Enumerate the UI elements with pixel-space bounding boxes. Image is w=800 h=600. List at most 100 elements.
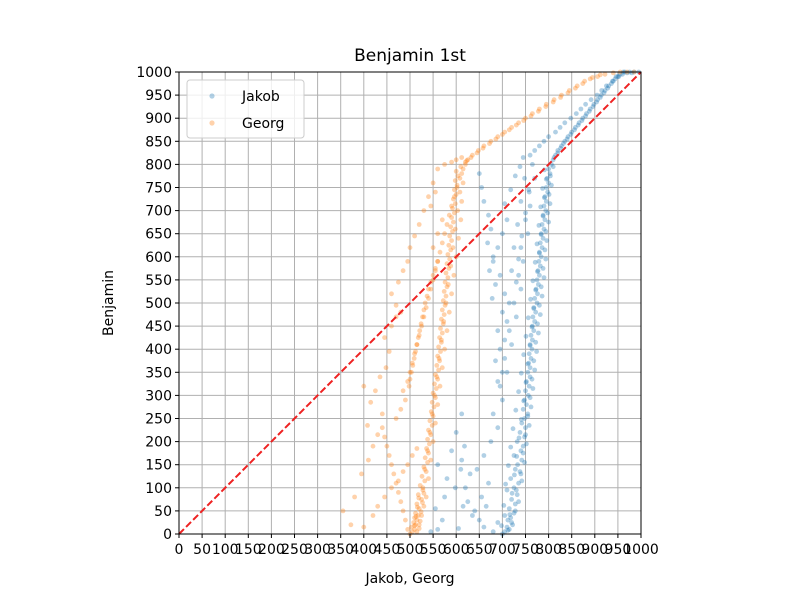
georg-point (543, 101, 549, 107)
georg-point (366, 457, 371, 463)
georg-point (597, 72, 603, 78)
georg-point (442, 279, 448, 285)
georg-point (361, 383, 367, 389)
georg-point (573, 85, 578, 91)
jakob-point (509, 342, 514, 347)
jakob-point (518, 448, 524, 454)
georg-point (427, 441, 432, 447)
jakob-point (543, 176, 549, 182)
jakob-point (527, 343, 533, 348)
georg-point (409, 453, 415, 458)
jakob-point (568, 132, 574, 137)
georg-point (396, 490, 401, 495)
jakob-point (529, 376, 535, 382)
georg-point (453, 157, 459, 163)
jakob-point (501, 503, 507, 508)
y-tick-label: 100 (145, 481, 172, 497)
jakob-point (449, 448, 454, 454)
georg-point (419, 513, 424, 518)
georg-point (442, 302, 448, 308)
jakob-point (532, 296, 538, 301)
jakob-point (509, 268, 514, 274)
jakob-point (612, 76, 618, 82)
jakob-point (512, 173, 518, 179)
georg-point (433, 189, 438, 195)
jakob-point (579, 118, 585, 123)
jakob-point (459, 411, 465, 417)
jakob-point (511, 510, 517, 516)
jakob-point (474, 466, 480, 472)
georg-point (416, 506, 422, 511)
georg-point (412, 527, 417, 532)
georg-point (419, 473, 425, 479)
jakob-point (499, 523, 504, 529)
georg-point (488, 138, 494, 144)
georg-point (389, 462, 394, 468)
jakob-point (545, 189, 551, 195)
georg-point (452, 187, 457, 193)
jakob-point (472, 508, 478, 514)
jakob-point (528, 356, 534, 361)
georg-point (421, 307, 427, 313)
georg-point (437, 249, 443, 255)
jakob-point (533, 339, 539, 345)
georg-point (428, 286, 434, 292)
jakob-point (531, 328, 537, 334)
jakob-point (524, 379, 529, 384)
jakob-point (530, 162, 535, 167)
georg-point (433, 395, 438, 401)
jakob-point (502, 529, 508, 535)
jakob-point (506, 328, 512, 334)
jakob-point (524, 402, 529, 407)
jakob-point (523, 388, 528, 394)
georg-point (418, 321, 424, 327)
georg-point (453, 168, 459, 174)
georg-point (448, 247, 454, 253)
georg-point (430, 180, 436, 186)
legend-box (186, 79, 305, 139)
jakob-point (489, 296, 495, 301)
jakob-point (537, 263, 543, 269)
x-tick-label: 850 (558, 542, 585, 558)
jakob-point (605, 85, 611, 91)
jakob-point (535, 291, 540, 297)
jakob-point (502, 356, 508, 361)
georg-point (463, 159, 468, 165)
legend-label-georg: Georg (242, 116, 284, 132)
x-tick-label: 750 (512, 542, 539, 558)
jakob-point (527, 152, 533, 158)
jakob-point (575, 122, 581, 128)
jakob-point (578, 106, 584, 112)
x-tick-label: 800 (535, 542, 562, 558)
georg-point (365, 423, 370, 428)
georg-point (587, 76, 593, 82)
y-tick-label: 950 (145, 88, 172, 104)
georg-point (451, 272, 457, 278)
jakob-point (490, 411, 496, 417)
jakob-point (490, 259, 496, 264)
jakob-point (511, 245, 517, 251)
y-tick-label: 150 (145, 458, 172, 474)
jakob-point (487, 268, 492, 274)
georg-point (595, 74, 600, 79)
jakob-point (540, 235, 546, 241)
georg-point (439, 307, 445, 313)
jakob-point (495, 425, 501, 431)
jakob-point (532, 148, 538, 153)
x-tick-label: 50 (193, 542, 211, 558)
georg-point (440, 298, 446, 304)
georg-point (521, 118, 527, 123)
jakob-point (513, 487, 519, 493)
georg-point (452, 178, 458, 184)
georg-point (445, 252, 451, 257)
georg-point (580, 81, 586, 86)
jakob-point (516, 272, 521, 278)
georg-point (403, 397, 408, 403)
georg-point (446, 266, 452, 271)
x-tick-label: 250 (281, 542, 308, 558)
jakob-point (528, 332, 534, 338)
jakob-point (541, 226, 547, 232)
jakob-point (535, 268, 541, 274)
jakob-point (502, 201, 508, 207)
jakob-point (488, 439, 494, 444)
